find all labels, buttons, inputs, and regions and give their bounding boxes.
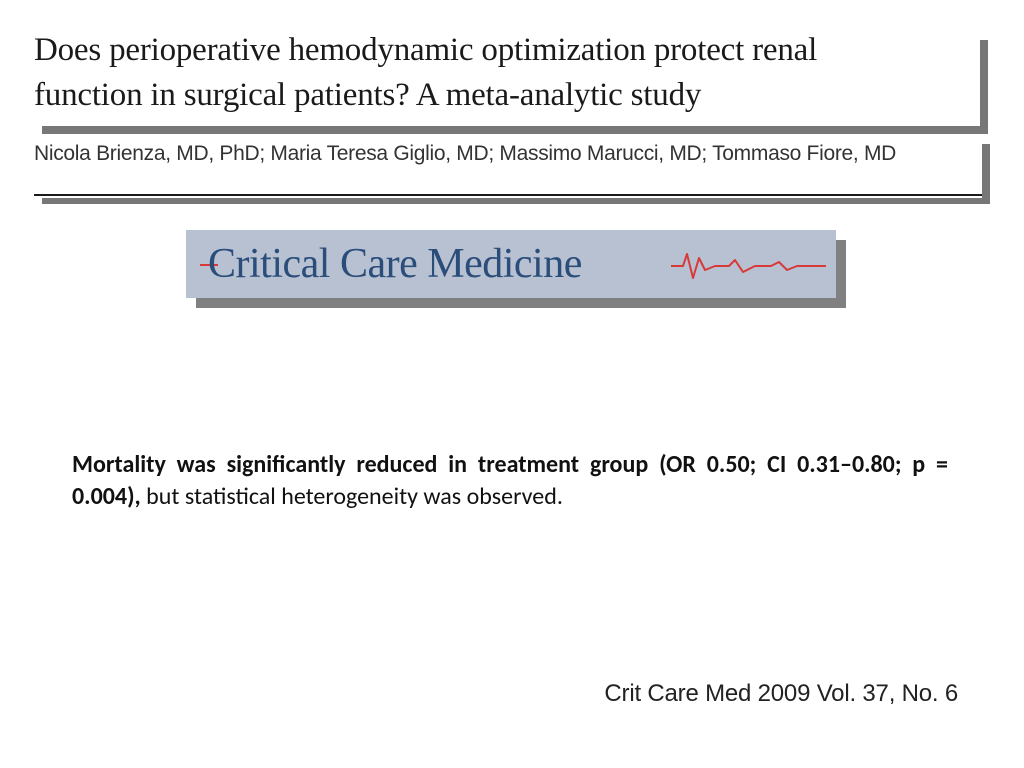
citation-text: Crit Care Med 2009 Vol. 37, No. 6 <box>604 680 958 708</box>
finding-plain: but statistical heterogeneity was observ… <box>146 482 563 511</box>
article-title-line2: function in surgical patients? A meta-an… <box>34 73 982 118</box>
title-shadow-bottom <box>42 126 988 134</box>
article-title-line1: Does perioperative hemodynamic optimizat… <box>34 28 982 73</box>
title-shadow-right <box>980 40 988 134</box>
journal-box: Critical Care Medicine <box>186 230 836 298</box>
author-list: Nicola Brienza, MD, PhD; Maria Teresa Gi… <box>34 142 896 166</box>
ecg-icon <box>671 248 826 284</box>
rule-shadow-right <box>982 144 990 198</box>
journal-name: Critical Care Medicine <box>208 240 582 288</box>
journal-logo-block: Critical Care Medicine <box>186 230 836 298</box>
key-finding: Mortality was significantly reduced in t… <box>72 449 948 512</box>
horizontal-rule <box>34 194 982 196</box>
rule-shadow-bottom <box>42 198 990 204</box>
article-title-block: Does perioperative hemodynamic optimizat… <box>34 28 982 117</box>
